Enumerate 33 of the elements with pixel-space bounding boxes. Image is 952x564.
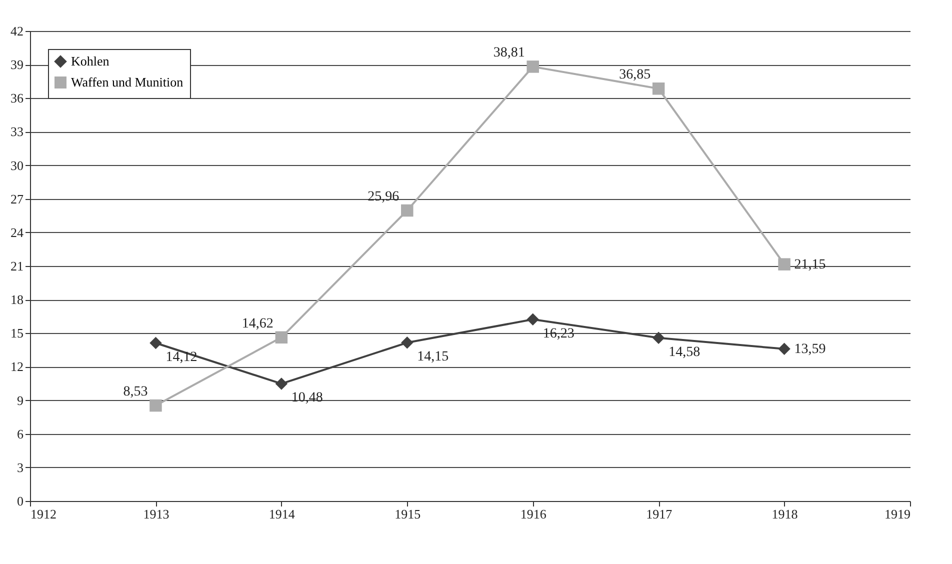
y-tick-label: 15 bbox=[10, 326, 24, 341]
x-tick-label: 1919 bbox=[884, 506, 910, 522]
x-tick-label: 1918 bbox=[772, 506, 798, 522]
data-label: 38,81 bbox=[493, 46, 525, 61]
data-label: 14,15 bbox=[417, 350, 449, 365]
y-tick-label: 9 bbox=[17, 392, 24, 408]
y-tick-label: 42 bbox=[10, 24, 24, 38]
y-tick-label: 36 bbox=[10, 90, 24, 106]
data-label: 14,62 bbox=[242, 316, 274, 332]
y-tick-label: 3 bbox=[17, 460, 24, 475]
y-tick-label: 24 bbox=[10, 224, 24, 240]
data-label: 8,53 bbox=[123, 384, 148, 400]
data-label: 14,12 bbox=[166, 350, 198, 365]
y-tick-label: 0 bbox=[17, 494, 24, 508]
x-tick-label: 1916 bbox=[520, 506, 547, 522]
y-tick-label: 18 bbox=[10, 292, 24, 308]
legend-label: Waffen und Munition bbox=[71, 74, 184, 90]
data-label: 13,59 bbox=[794, 342, 826, 357]
y-tick-label: 12 bbox=[10, 359, 24, 374]
y-tick-label: 21 bbox=[10, 258, 24, 274]
x-tick-label: 1915 bbox=[394, 506, 421, 522]
y-tick-label: 27 bbox=[10, 191, 24, 206]
y-tick-label: 30 bbox=[10, 158, 24, 173]
legend-label: Kohlen bbox=[71, 54, 110, 68]
x-tick-label: 1912 bbox=[30, 506, 56, 522]
x-tick-label: 1917 bbox=[646, 506, 673, 522]
y-tick-label: 39 bbox=[10, 57, 24, 72]
y-tick-label: 6 bbox=[17, 426, 24, 442]
y-tick-label: 33 bbox=[10, 124, 24, 140]
x-tick-label: 1913 bbox=[143, 506, 170, 522]
x-tick-label: 1914 bbox=[268, 506, 296, 522]
data-label: 36,85 bbox=[619, 68, 651, 83]
data-label: 14,58 bbox=[668, 344, 700, 360]
